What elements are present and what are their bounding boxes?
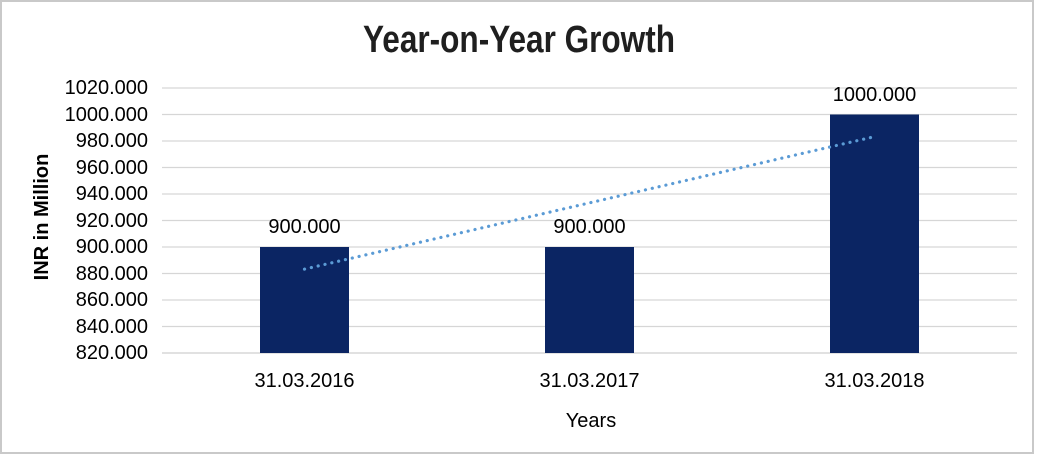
x-category-label: 31.03.2017 <box>539 370 640 392</box>
y-tick-label: 860.000 <box>75 289 148 311</box>
x-category-label: 31.03.2016 <box>254 370 355 392</box>
y-tick-label: 980.000 <box>75 130 148 152</box>
y-tick-label: 1000.000 <box>64 103 148 126</box>
bar-31.03.2018 <box>830 114 919 353</box>
data-label: 1000.000 <box>832 83 917 106</box>
trendline <box>302 135 877 271</box>
y-tick-label: 940.000 <box>75 183 148 205</box>
y-tick-label: 840.000 <box>75 315 148 338</box>
bar-31.03.2017 <box>545 247 634 353</box>
bar-31.03.2016 <box>260 247 349 353</box>
y-tick-label: 920.000 <box>75 209 148 232</box>
y-tick-label: 960.000 <box>75 156 148 179</box>
y-tick-label: 900.000 <box>75 236 148 258</box>
chart-title: Year-on-Year Growth <box>363 19 675 61</box>
y-tick-label: 820.000 <box>75 342 148 364</box>
x-axis-title: Years <box>565 410 617 432</box>
data-label: 900.000 <box>553 216 626 238</box>
y-tick-label: 1020.000 <box>64 77 148 99</box>
y-tick-label: 880.000 <box>75 262 148 285</box>
y-axis-title: INR in Million <box>31 153 53 281</box>
data-label: 900.000 <box>268 216 341 238</box>
x-category-label: 31.03.2018 <box>824 370 925 392</box>
